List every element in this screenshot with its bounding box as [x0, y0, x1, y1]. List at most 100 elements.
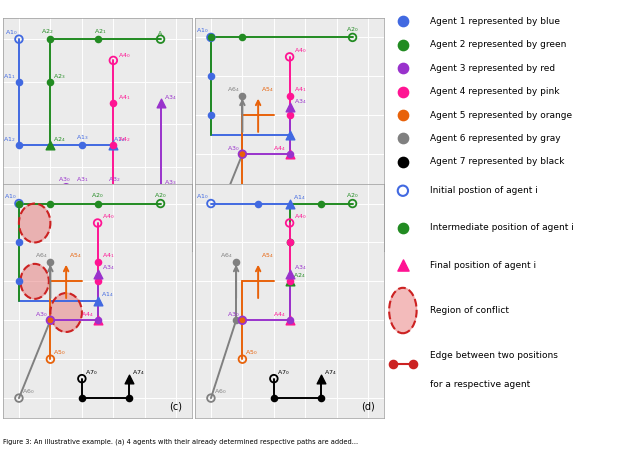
Point: [108, 184, 118, 191]
Text: A5$_4$: A5$_4$: [69, 251, 82, 260]
Point: [285, 278, 295, 285]
Text: A1$_4$: A1$_4$: [113, 136, 126, 145]
Text: A2$_4$: A2$_4$: [292, 271, 305, 280]
Text: A1$_4$: A1$_4$: [100, 291, 113, 299]
Point: [45, 35, 56, 43]
Text: A3$_0$: A3$_0$: [227, 144, 239, 153]
Point: [398, 88, 408, 95]
Point: [14, 200, 24, 207]
Text: A4$_4$: A4$_4$: [51, 220, 63, 229]
Text: A: A: [159, 31, 163, 36]
Text: Figure 3: An illustrative example. (a) 4 agents with their already determined re: Figure 3: An illustrative example. (a) 4…: [3, 438, 358, 445]
Point: [77, 142, 87, 149]
Text: A4$_4$: A4$_4$: [81, 310, 94, 319]
Point: [237, 150, 248, 158]
Text: A6$_4$: A6$_4$: [35, 251, 47, 260]
Point: [14, 395, 24, 402]
Point: [45, 317, 56, 324]
Text: A3$_0$: A3$_0$: [35, 310, 47, 319]
Text: A2$_2$: A2$_2$: [41, 27, 54, 36]
Point: [285, 112, 295, 119]
Point: [206, 112, 216, 119]
Point: [285, 53, 295, 61]
Point: [285, 278, 295, 285]
Point: [285, 200, 295, 207]
Point: [45, 200, 56, 207]
Text: A5$_0$: A5$_0$: [54, 348, 66, 357]
Point: [45, 258, 56, 265]
Point: [269, 395, 279, 402]
Circle shape: [20, 264, 49, 299]
Point: [93, 35, 103, 43]
Point: [93, 317, 103, 324]
Text: A4$_0$: A4$_0$: [118, 51, 131, 60]
Text: A1$_3$: A1$_3$: [76, 133, 88, 142]
Point: [231, 317, 241, 324]
Text: Final position of agent i: Final position of agent i: [430, 260, 536, 269]
Point: [237, 317, 248, 324]
Text: A4$_0$: A4$_0$: [102, 212, 115, 221]
Point: [269, 375, 279, 382]
Point: [206, 229, 216, 236]
Circle shape: [389, 288, 417, 333]
Point: [237, 150, 248, 158]
Point: [206, 34, 216, 41]
Text: A4$_0$: A4$_0$: [294, 212, 307, 221]
Point: [285, 220, 295, 227]
Text: A6$_4$: A6$_4$: [227, 85, 239, 94]
Text: (c): (c): [170, 402, 182, 412]
Point: [398, 261, 408, 269]
Text: Intermediate position of agent i: Intermediate position of agent i: [430, 224, 574, 233]
Point: [77, 395, 87, 402]
Point: [398, 135, 408, 142]
Text: A4$_1$: A4$_1$: [294, 85, 307, 94]
Point: [285, 239, 295, 246]
Point: [398, 111, 408, 119]
Point: [124, 395, 134, 402]
Text: A7$_0$: A7$_0$: [85, 368, 98, 377]
Text: A7$_0$: A7$_0$: [277, 202, 290, 211]
Text: Agent 5 represented by orange: Agent 5 represented by orange: [430, 110, 572, 119]
Point: [156, 184, 166, 191]
Text: A4$_1$: A4$_1$: [118, 93, 131, 102]
Point: [237, 317, 248, 324]
Text: A4$_4$: A4$_4$: [273, 310, 286, 319]
Text: Agent 6 represented by gray: Agent 6 represented by gray: [430, 134, 561, 143]
Text: A3$_0$: A3$_0$: [227, 310, 239, 319]
Point: [61, 184, 71, 191]
Point: [398, 41, 408, 48]
Point: [231, 258, 241, 265]
Text: A4$_0$: A4$_0$: [294, 46, 307, 55]
Text: Agent 2 represented by green: Agent 2 represented by green: [430, 40, 566, 49]
Point: [108, 142, 118, 149]
Point: [388, 361, 398, 368]
Text: A6$_0$: A6$_0$: [214, 221, 227, 230]
Point: [77, 184, 87, 191]
Point: [237, 34, 248, 41]
Text: A3$_4$: A3$_4$: [294, 263, 307, 272]
Point: [14, 200, 24, 207]
Point: [316, 395, 326, 402]
Text: A4$_3$: A4$_3$: [118, 199, 131, 208]
Point: [45, 317, 56, 324]
Point: [285, 104, 295, 111]
Point: [93, 200, 103, 207]
Text: Region of conflict: Region of conflict: [430, 306, 509, 315]
Text: A5$_0$: A5$_0$: [246, 182, 258, 191]
Text: Agent 1 represented by blue: Agent 1 represented by blue: [430, 17, 561, 26]
Point: [108, 57, 118, 64]
Point: [398, 18, 408, 25]
Text: A2$_4$: A2$_4$: [53, 136, 66, 145]
Point: [156, 200, 166, 207]
Point: [206, 73, 216, 80]
Text: A5$_4$: A5$_4$: [261, 251, 274, 260]
Text: A1$_2$: A1$_2$: [3, 136, 16, 145]
Point: [237, 150, 248, 158]
Text: (a): (a): [169, 235, 182, 245]
Point: [408, 361, 418, 368]
Text: A3$_0$: A3$_0$: [58, 176, 71, 185]
Point: [285, 239, 295, 246]
Text: A6$_0$: A6$_0$: [214, 387, 227, 396]
Text: A3$_4$: A3$_4$: [102, 263, 115, 272]
Text: A2$_0$: A2$_0$: [346, 26, 359, 34]
